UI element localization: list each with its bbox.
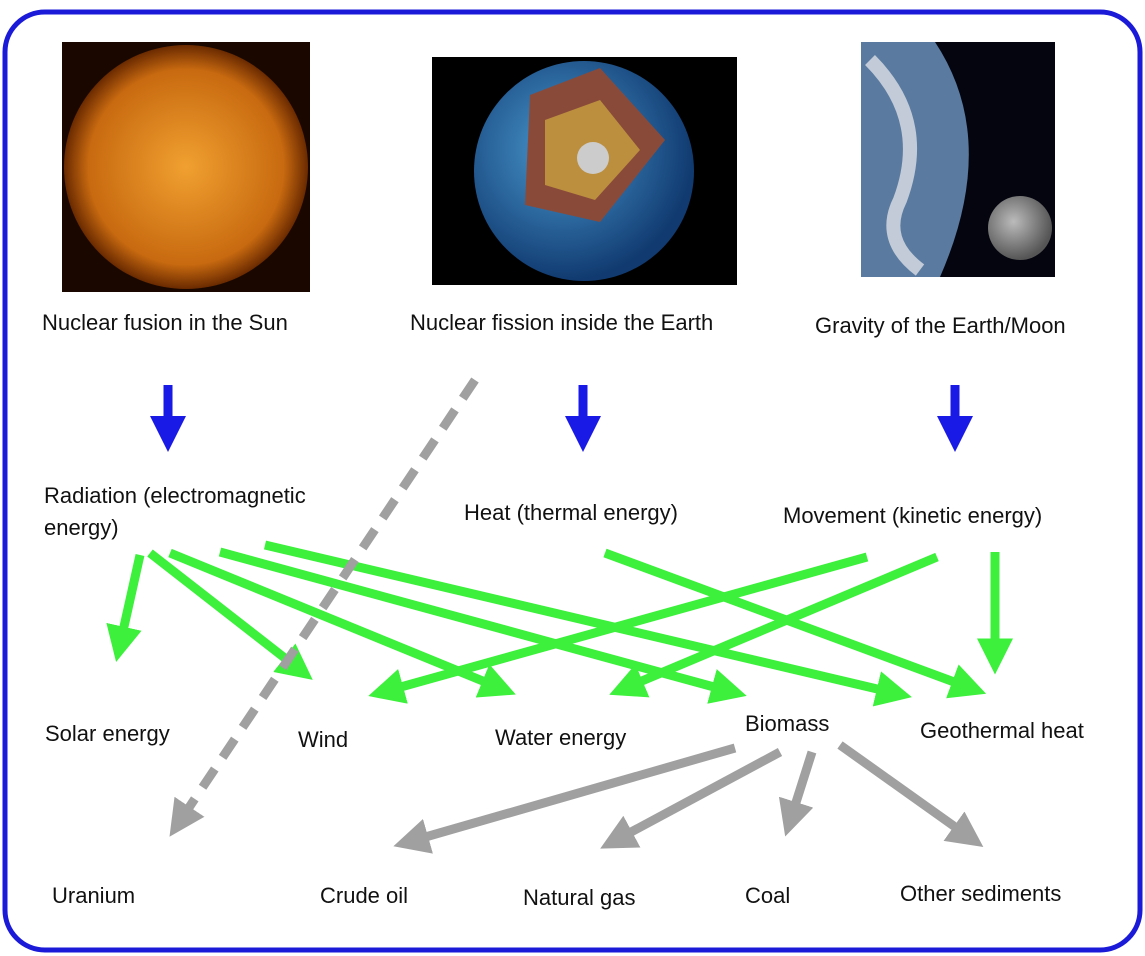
earth-core-image bbox=[432, 57, 737, 285]
node-label: Natural gas bbox=[523, 885, 636, 910]
node-label: Water energy bbox=[495, 725, 626, 750]
arrows bbox=[106, 377, 1013, 854]
node-label: Crude oil bbox=[320, 883, 408, 908]
node-label: Solar energy bbox=[45, 721, 170, 746]
node-label: Uranium bbox=[52, 883, 135, 908]
frame bbox=[2, 9, 1143, 953]
node-label: Radiation (electromagnetic energy) bbox=[44, 483, 312, 540]
node-label: Coal bbox=[745, 883, 790, 908]
node-label: Gravity of the Earth/Moon bbox=[815, 313, 1066, 338]
node-label-line: energy) bbox=[44, 515, 119, 540]
node-label: Heat (thermal energy) bbox=[464, 500, 678, 525]
node-label: Geothermal heat bbox=[920, 718, 1084, 743]
node-label: Biomass bbox=[745, 711, 829, 736]
sun-image bbox=[62, 42, 310, 292]
node-label: Movement (kinetic energy) bbox=[783, 503, 1042, 528]
earth-moon-image bbox=[861, 42, 1055, 277]
node-label: Nuclear fission inside the Earth bbox=[410, 310, 713, 335]
node-label: Other sediments bbox=[900, 881, 1061, 906]
node-label: Wind bbox=[298, 727, 348, 752]
node-label-line: Radiation (electromagnetic bbox=[44, 483, 306, 508]
node-label: Nuclear fusion in the Sun bbox=[42, 310, 288, 335]
